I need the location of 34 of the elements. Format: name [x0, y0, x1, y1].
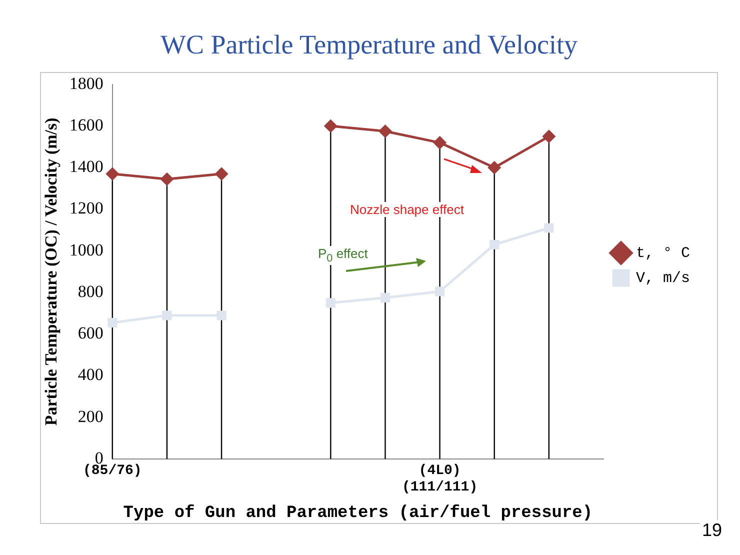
x-tick-label: (4L0) (111/111) — [402, 462, 478, 496]
y-tick-label: 1600 — [69, 115, 104, 134]
legend-label: V, m/s — [636, 270, 690, 287]
point — [544, 223, 554, 233]
y-tick-label: 800 — [78, 282, 104, 301]
point — [490, 240, 500, 250]
point — [160, 172, 174, 186]
point — [434, 136, 446, 149]
y-tick-label: 1200 — [69, 198, 104, 218]
point — [108, 318, 118, 328]
point — [380, 292, 390, 302]
y-tick-label: 600 — [78, 324, 104, 343]
y-tick-label: 1000 — [69, 240, 104, 260]
y-tick-label: 200 — [78, 406, 104, 426]
point — [326, 298, 336, 308]
point — [488, 161, 501, 174]
point — [378, 124, 392, 138]
annotation: P$_{0}$ effect — [316, 246, 370, 265]
x-axis-title: Type of Gun and Parameters (air/fuel pressure) — [123, 504, 593, 524]
text: 19 — [700, 520, 724, 541]
legend-label: t, ° C — [636, 244, 690, 262]
point — [324, 120, 337, 132]
y-axis-title: Particle Temperature (OC) / Velocity (m/s) — [42, 118, 61, 426]
point — [215, 168, 228, 180]
annotation: Nozzle shape effect — [348, 202, 466, 217]
point — [542, 130, 556, 143]
y-tick-label: 1800 — [69, 74, 104, 93]
point — [106, 168, 119, 180]
y-tick-label: 1400 — [69, 157, 104, 176]
point — [435, 286, 445, 296]
y-tick-label: 400 — [78, 365, 104, 384]
chart-title: WC Particle Temperature and Velocity — [160, 29, 578, 60]
point — [216, 310, 226, 320]
point — [162, 310, 172, 320]
